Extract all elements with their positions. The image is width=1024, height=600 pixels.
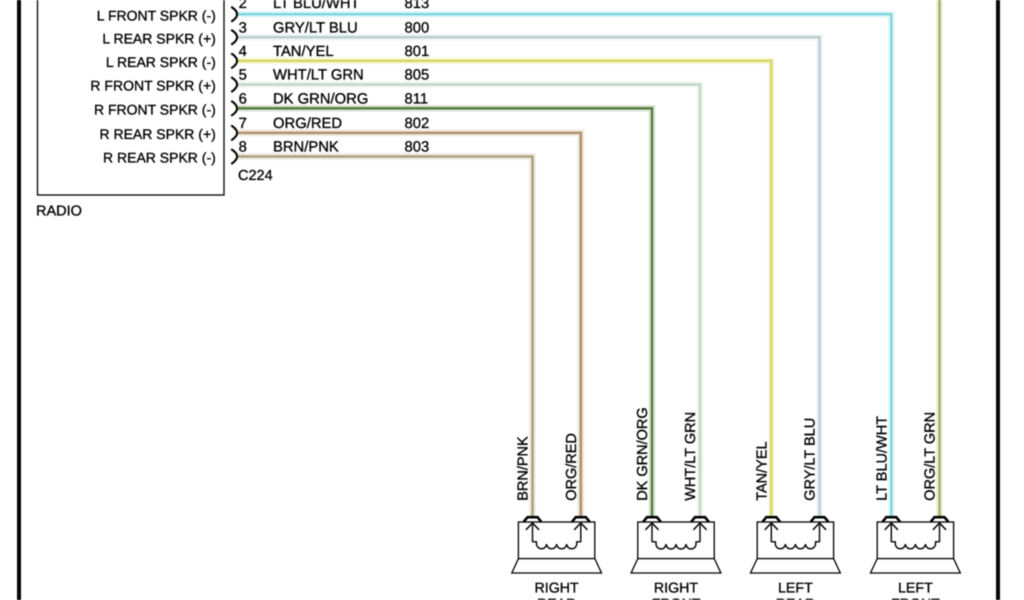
svg-text:3: 3 [239, 20, 247, 36]
svg-text:REAR: REAR [537, 596, 576, 600]
svg-text:7: 7 [239, 116, 247, 132]
svg-text:GRY/LT BLU: GRY/LT BLU [803, 418, 819, 501]
svg-text:802: 802 [405, 116, 430, 132]
svg-text:C224: C224 [238, 168, 273, 184]
svg-text:LT BLU/WHT: LT BLU/WHT [273, 0, 360, 12]
svg-text:BRN/PNK: BRN/PNK [273, 140, 339, 156]
svg-text:L REAR SPKR (-): L REAR SPKR (-) [106, 54, 216, 70]
svg-text:WHT/LT GRN: WHT/LT GRN [273, 68, 364, 84]
svg-text:FRONT: FRONT [652, 596, 701, 600]
svg-text:ORG/LT GRN: ORG/LT GRN [923, 412, 939, 501]
svg-text:TAN/YEL: TAN/YEL [754, 441, 770, 500]
svg-text:L REAR SPKR (+): L REAR SPKR (+) [102, 30, 215, 46]
svg-text:LEFT: LEFT [778, 581, 813, 597]
svg-text:FRONT: FRONT [891, 596, 940, 600]
svg-text:RADIO: RADIO [36, 204, 82, 220]
svg-text:800: 800 [405, 20, 430, 36]
svg-text:RIGHT: RIGHT [535, 581, 579, 597]
svg-text:2: 2 [239, 0, 247, 12]
svg-text:805: 805 [405, 68, 430, 84]
svg-text:GRY/LT BLU: GRY/LT BLU [273, 20, 358, 36]
svg-text:803: 803 [405, 140, 430, 156]
svg-text:R FRONT SPKR (+): R FRONT SPKR (+) [90, 78, 215, 94]
svg-text:TAN/YEL: TAN/YEL [273, 44, 334, 60]
svg-text:RIGHT: RIGHT [654, 581, 698, 597]
svg-text:811: 811 [405, 92, 429, 108]
svg-text:6: 6 [239, 92, 247, 108]
svg-text:5: 5 [239, 68, 247, 84]
svg-text:DK GRN/ORG: DK GRN/ORG [273, 92, 368, 108]
svg-text:ORG/RED: ORG/RED [273, 116, 342, 132]
svg-text:REAR: REAR [776, 596, 815, 600]
svg-text:LEFT: LEFT [898, 581, 933, 597]
svg-text:801: 801 [405, 44, 430, 60]
svg-text:R FRONT SPKR (-): R FRONT SPKR (-) [94, 102, 216, 118]
svg-text:R REAR SPKR (-): R REAR SPKR (-) [103, 150, 216, 166]
svg-text:LT BLU/WHT: LT BLU/WHT [874, 416, 890, 501]
svg-text:813: 813 [405, 0, 430, 12]
svg-text:4: 4 [239, 44, 247, 60]
svg-text:ORG/RED: ORG/RED [564, 433, 580, 501]
svg-text:8: 8 [239, 140, 247, 156]
svg-text:DK GRN/ORG: DK GRN/ORG [635, 407, 651, 500]
svg-text:WHT/LT GRN: WHT/LT GRN [683, 412, 699, 501]
svg-text:BRN/PNK: BRN/PNK [516, 436, 532, 501]
svg-text:R REAR SPKR (+): R REAR SPKR (+) [99, 126, 215, 142]
svg-text:L FRONT SPKR (-): L FRONT SPKR (-) [97, 7, 216, 23]
